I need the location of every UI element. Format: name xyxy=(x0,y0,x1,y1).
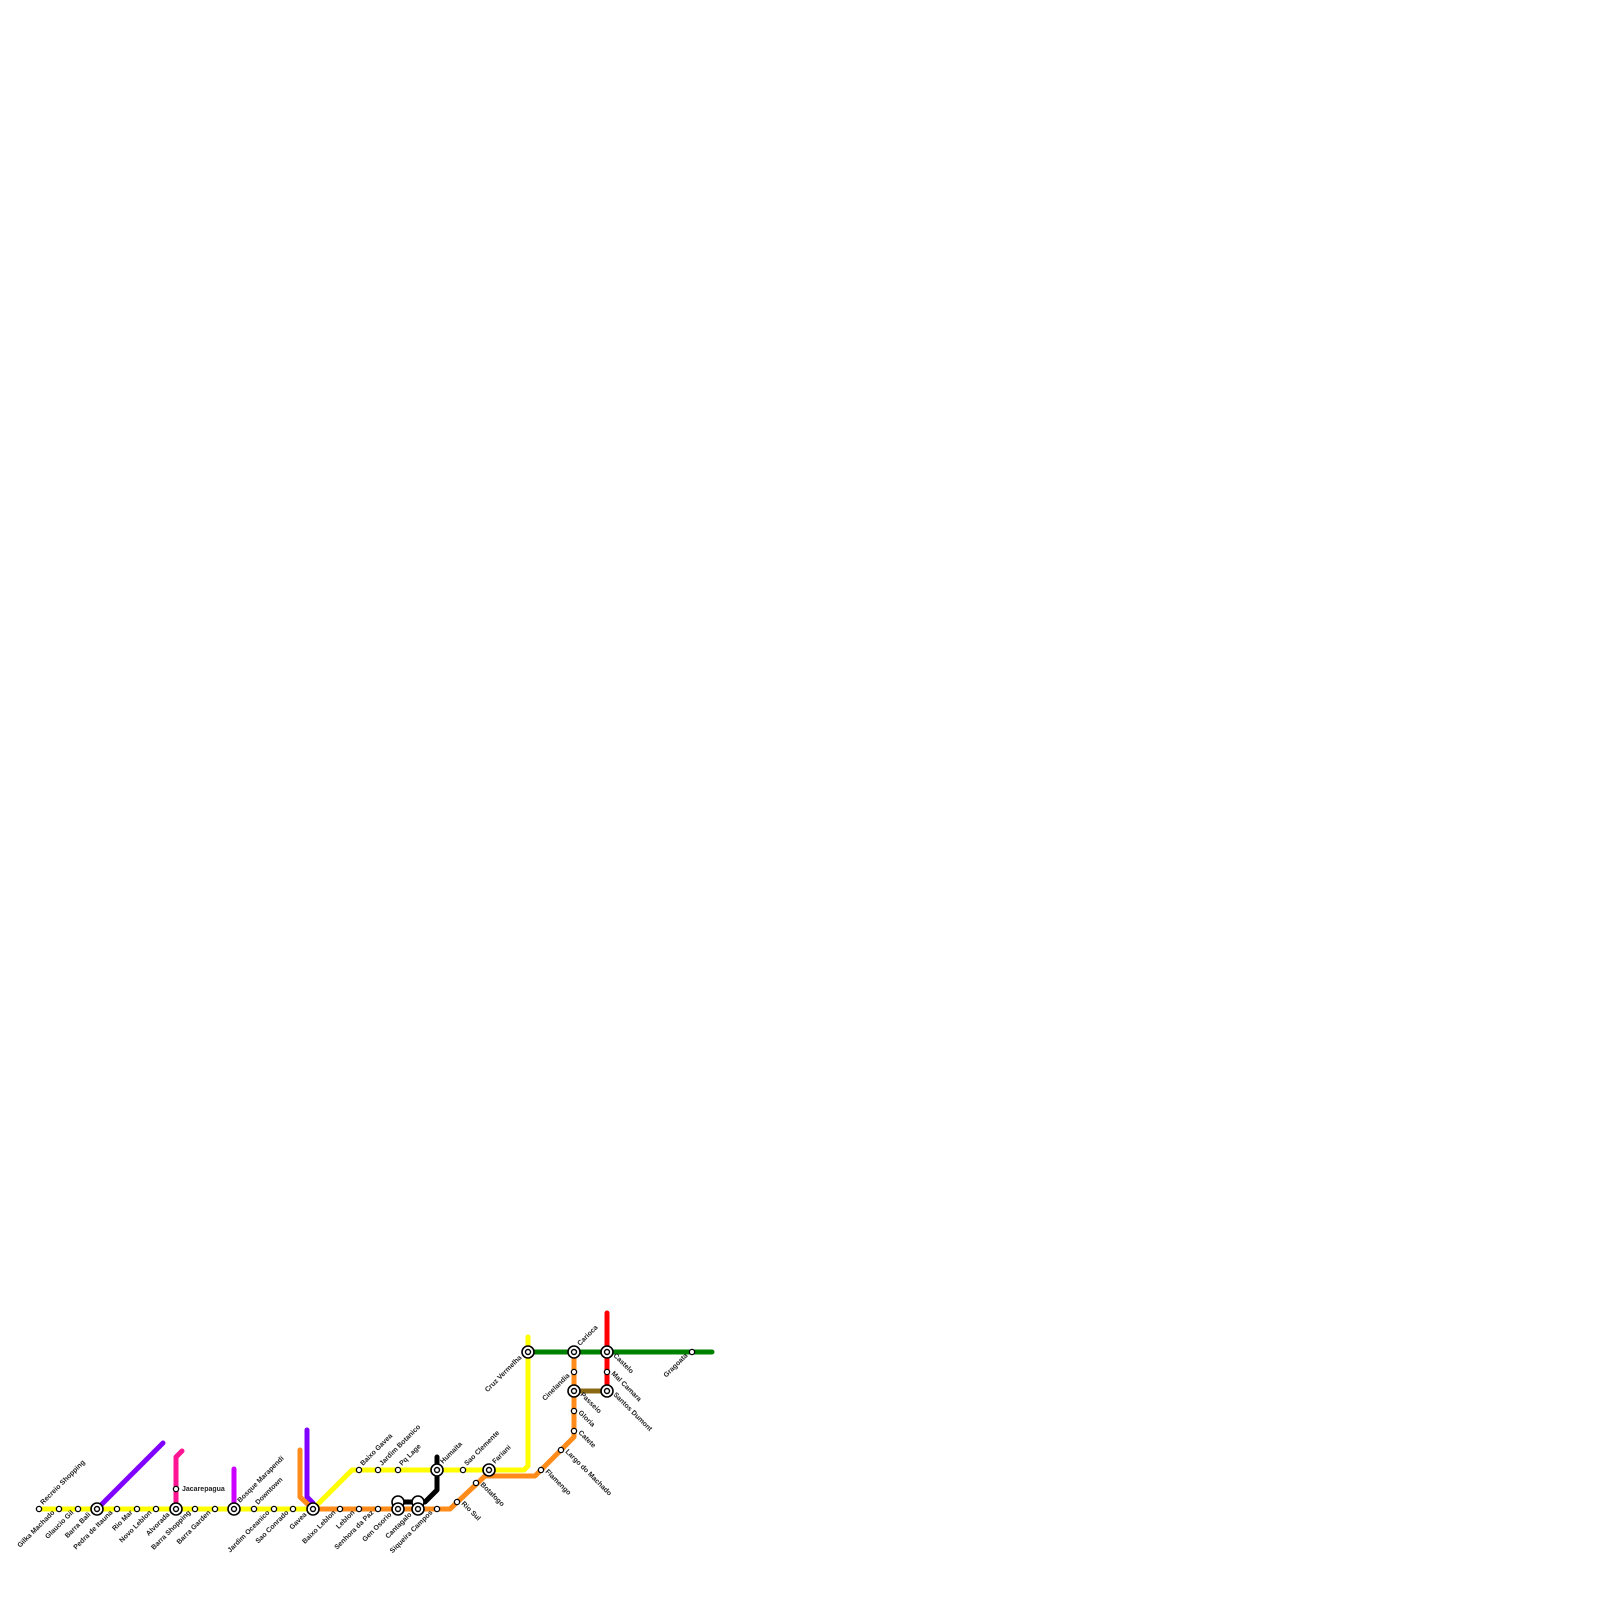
station xyxy=(570,1427,578,1435)
station-label: Gragoata xyxy=(663,1352,690,1379)
station-label: Catete xyxy=(577,1429,597,1449)
station xyxy=(570,1368,578,1376)
station-label: Pedra de Itauna xyxy=(73,1509,115,1551)
station xyxy=(433,1505,441,1513)
station-label: Cinelandia xyxy=(541,1372,571,1402)
line-purple xyxy=(94,1440,166,1512)
station xyxy=(355,1505,363,1513)
station xyxy=(374,1505,382,1513)
station xyxy=(172,1485,180,1493)
station-label: Flamengo xyxy=(544,1468,572,1496)
station-label: Humaita xyxy=(439,1441,464,1466)
station xyxy=(289,1505,297,1513)
station xyxy=(453,1498,461,1506)
station-label: Cruz Vermelha xyxy=(484,1354,523,1393)
station xyxy=(394,1466,402,1474)
station xyxy=(374,1466,382,1474)
station-label: Recreio Shopping xyxy=(39,1459,86,1506)
interchange-core xyxy=(93,1505,101,1513)
lines xyxy=(36,1310,715,1512)
station-label: Carioca xyxy=(576,1324,599,1347)
station xyxy=(336,1505,344,1513)
line-orange xyxy=(297,1349,577,1512)
station xyxy=(191,1505,199,1513)
station-label: Rio Sul xyxy=(460,1500,482,1522)
station-label: Gavea xyxy=(289,1511,309,1531)
station xyxy=(570,1407,578,1415)
station xyxy=(603,1368,611,1376)
station-label: Fariani xyxy=(491,1444,512,1465)
station xyxy=(355,1466,363,1474)
station-label: Gloria xyxy=(577,1409,596,1428)
interchange-core xyxy=(603,1387,611,1395)
station-label: Botafogo xyxy=(479,1481,506,1508)
station xyxy=(35,1505,43,1513)
interchange-core xyxy=(309,1505,317,1513)
line-pink xyxy=(173,1448,185,1512)
station xyxy=(211,1505,219,1513)
interchange-core xyxy=(433,1466,441,1474)
station xyxy=(74,1505,82,1513)
station-label: Jacarepagua xyxy=(182,1486,225,1493)
station xyxy=(688,1348,696,1356)
station xyxy=(113,1505,121,1513)
station xyxy=(472,1479,480,1487)
station xyxy=(537,1466,545,1474)
station xyxy=(152,1505,160,1513)
interchange-core xyxy=(394,1505,402,1513)
station xyxy=(459,1466,467,1474)
interchange-core xyxy=(570,1387,578,1395)
line-yellow xyxy=(36,1334,531,1512)
station xyxy=(557,1446,565,1454)
interchange-core xyxy=(485,1466,493,1474)
station xyxy=(250,1505,258,1513)
station xyxy=(270,1505,278,1513)
interchange-core xyxy=(570,1348,578,1356)
interchange-core xyxy=(172,1505,180,1513)
line-purple xyxy=(304,1427,316,1506)
station xyxy=(133,1505,141,1513)
interchange-core xyxy=(603,1348,611,1356)
interchange-core xyxy=(230,1505,238,1513)
station-label: Baixo Gavea xyxy=(359,1433,394,1468)
interchange-core xyxy=(414,1505,422,1513)
station xyxy=(55,1505,63,1513)
interchange-core xyxy=(524,1348,532,1356)
